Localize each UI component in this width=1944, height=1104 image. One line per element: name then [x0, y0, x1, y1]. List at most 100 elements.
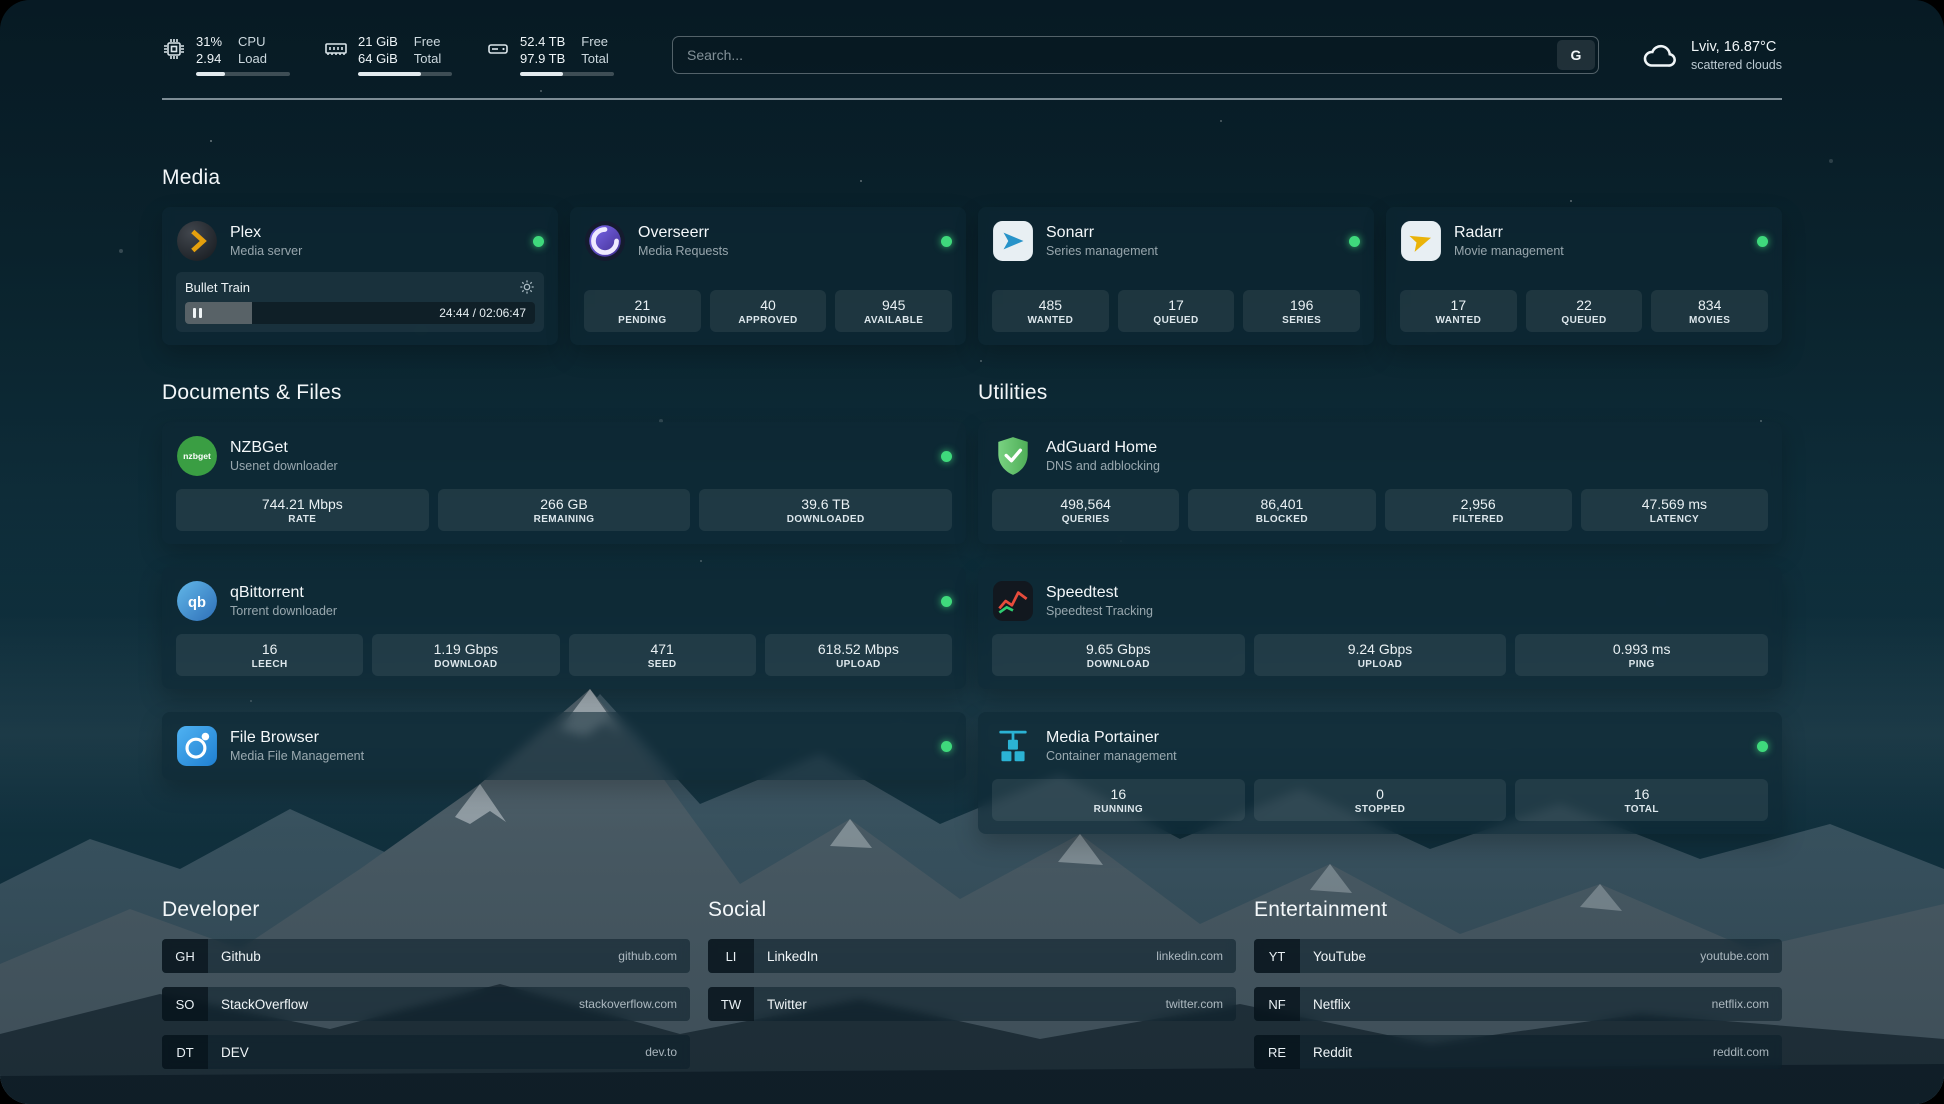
bookmark-abbr: GH	[162, 939, 208, 973]
bookmark-abbr: RE	[1254, 1035, 1300, 1069]
service-name: AdGuard Home	[1046, 439, 1158, 456]
pause-icon[interactable]	[193, 308, 202, 318]
playback-progress-bar[interactable]: 24:44 / 02:06:47	[185, 302, 535, 324]
plex-card[interactable]: Plex Media server Bullet Train	[162, 207, 558, 345]
search-input[interactable]	[672, 36, 1599, 74]
radarr-card[interactable]: Radarr Movie management 17 WANTED 22 QUE…	[1386, 207, 1782, 345]
bookmark-name: Twitter	[767, 996, 807, 1012]
nzbget-card[interactable]: nzbget NZBGet Usenet downloader 744.21 M…	[162, 422, 966, 544]
bookmark-name: Github	[221, 948, 261, 964]
memory-progress-bar	[358, 72, 452, 76]
weather-location: Lviv, 16.87°C	[1690, 38, 1777, 55]
portainer-icon	[992, 725, 1034, 767]
header-divider	[162, 98, 1782, 100]
bookmark-abbr: LI	[708, 939, 754, 973]
stat-running: 16 RUNNING	[992, 779, 1245, 821]
memory-free-label: Free	[413, 34, 441, 49]
status-dot	[1757, 235, 1768, 247]
service-desc: Speedtest Tracking	[1046, 604, 1154, 618]
stat-approved: 40 APPROVED	[709, 290, 827, 332]
top-bar: 31% 2.94 CPU Load	[162, 34, 1782, 76]
nzbget-icon: nzbget	[176, 435, 218, 477]
service-name: Speedtest	[1046, 584, 1119, 601]
bookmark-name: YouTube	[1313, 948, 1367, 964]
status-dot	[941, 595, 952, 607]
service-desc: Torrent downloader	[230, 604, 338, 618]
section-social: Social LI LinkedIn linkedin.com TW Twitt…	[708, 898, 1236, 1083]
plex-icon	[176, 220, 218, 262]
service-name: File Browser	[230, 729, 319, 746]
service-name: NZBGet	[230, 439, 288, 456]
status-dot	[1349, 235, 1360, 247]
bookmark-abbr: YT	[1254, 939, 1300, 973]
section-media: Media Plex Medi	[162, 166, 1782, 345]
bookmark-reddit[interactable]: RE Reddit reddit.com	[1254, 1035, 1782, 1069]
bookmark-linkedin[interactable]: LI LinkedIn linkedin.com	[708, 939, 1236, 973]
overseerr-card[interactable]: Overseerr Media Requests 21 PENDING 40 A…	[570, 207, 966, 345]
bookmark-twitter[interactable]: TW Twitter twitter.com	[708, 987, 1236, 1021]
svg-text:nzbget: nzbget	[183, 451, 211, 461]
stat-download: 9.65 Gbps DOWNLOAD	[992, 634, 1245, 676]
stat-available: 945 AVAILABLE	[835, 290, 953, 332]
stat-seed: 471 SEED	[568, 634, 756, 676]
stat-series: 196 SERIES	[1243, 290, 1361, 332]
disk-free-label: Free	[581, 34, 609, 49]
stat-queued: 17 QUEUED	[1117, 290, 1235, 332]
cpu-icon	[162, 37, 186, 61]
service-desc: Media Requests	[638, 244, 729, 258]
cpu-monitor: 31% 2.94 CPU Load	[162, 34, 290, 76]
portainer-card[interactable]: Media Portainer Container management 16 …	[978, 712, 1782, 834]
status-dot	[941, 740, 952, 752]
stat-stopped: 0 STOPPED	[1253, 779, 1507, 821]
gear-icon[interactable]	[519, 279, 535, 295]
bookmark-youtube[interactable]: YT YouTube youtube.com	[1254, 939, 1782, 973]
speedtest-card[interactable]: Speedtest Speedtest Tracking 9.65 Gbps D…	[978, 567, 1782, 689]
memory-icon	[324, 37, 348, 61]
disk-progress-bar	[520, 72, 614, 76]
stat-downloaded: 39.6 TB DOWNLOADED	[699, 489, 953, 531]
stat-total: 16 TOTAL	[1515, 779, 1769, 821]
stat-remaining: 266 GB REMAINING	[437, 489, 691, 531]
system-monitors: 31% 2.94 CPU Load	[162, 34, 614, 76]
bookmark-abbr: TW	[708, 987, 754, 1021]
filebrowser-card[interactable]: File Browser Media File Management	[162, 712, 966, 780]
utilities-section-heading: Utilities	[978, 381, 1048, 404]
stat-ping: 0.993 ms PING	[1515, 634, 1769, 676]
section-utilities: Utilities AdGuard Home	[978, 381, 1782, 834]
weather-widget[interactable]: Lviv, 16.87°C scattered clouds	[1641, 38, 1782, 73]
sonarr-icon	[992, 220, 1034, 262]
bookmark-url: stackoverflow.com	[578, 997, 677, 1011]
adguard-card[interactable]: AdGuard Home DNS and adblocking 498,564 …	[978, 422, 1782, 544]
bookmark-name: StackOverflow	[221, 996, 309, 1012]
stat-leech: 16 LEECH	[176, 634, 364, 676]
section-entertainment: Entertainment YT YouTube youtube.com NF …	[1254, 898, 1782, 1083]
bookmark-url: netflix.com	[1711, 997, 1769, 1011]
bookmark-github[interactable]: GH Github github.com	[162, 939, 690, 973]
qbittorrent-card[interactable]: qb qBittorrent Torrent downloader 16 LEE…	[162, 567, 966, 689]
service-desc: DNS and adblocking	[1046, 459, 1160, 473]
stat-upload: 618.52 Mbps UPLOAD	[764, 634, 952, 676]
cloud-icon	[1641, 40, 1679, 70]
section-developer: Developer GH Github github.com SO StackO…	[162, 898, 690, 1083]
social-section-heading: Social	[708, 898, 767, 921]
playback-time: 24:44 / 02:06:47	[439, 306, 526, 320]
bookmark-stackoverflow[interactable]: SO StackOverflow stackoverflow.com	[162, 987, 690, 1021]
service-desc: Series management	[1046, 244, 1158, 258]
stat-blocked: 86,401 BLOCKED	[1188, 489, 1376, 531]
stat-queued: 22 QUEUED	[1525, 290, 1643, 332]
search-provider-button[interactable]: G	[1556, 40, 1595, 70]
status-dot	[1757, 740, 1768, 752]
bookmark-name: LinkedIn	[767, 948, 819, 964]
stat-upload: 9.24 Gbps UPLOAD	[1253, 634, 1507, 676]
service-name: Sonarr	[1046, 224, 1095, 241]
disk-monitor: 52.4 TB 97.9 TB Free Total	[486, 34, 614, 76]
status-dot	[941, 235, 952, 247]
sonarr-card[interactable]: Sonarr Series management 485 WANTED 17 Q…	[978, 207, 1374, 345]
stat-wanted: 17 WANTED	[1400, 290, 1517, 332]
cpu-progress-bar	[196, 72, 290, 76]
bookmark-netflix[interactable]: NF Netflix netflix.com	[1254, 987, 1782, 1021]
service-desc: Container management	[1046, 749, 1177, 763]
developer-section-heading: Developer	[162, 898, 260, 921]
service-desc: Movie management	[1454, 244, 1564, 258]
bookmark-dev[interactable]: DT DEV dev.to	[162, 1035, 690, 1069]
